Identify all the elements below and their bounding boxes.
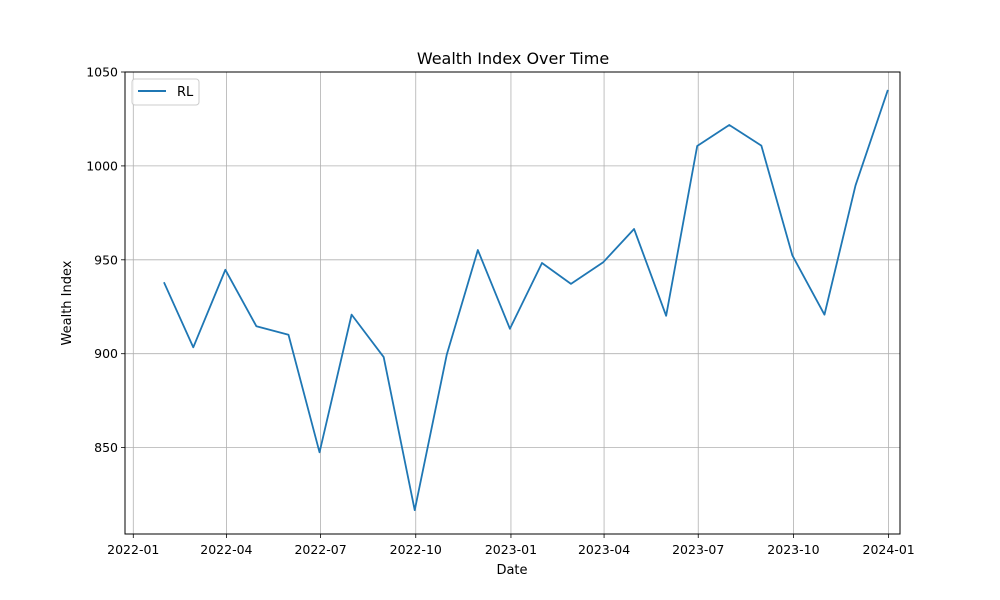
x-tick-label: 2022-01 xyxy=(107,542,159,557)
legend: RL xyxy=(131,78,200,106)
y-tick-label: 850 xyxy=(94,440,118,455)
plot-frame xyxy=(124,71,901,535)
x-tick-label: 2023-10 xyxy=(767,542,819,557)
x-tick-label: 2023-01 xyxy=(485,542,537,557)
legend-label: RL xyxy=(177,85,194,100)
series-line-rl xyxy=(163,89,889,512)
x-tick-label: 2022-04 xyxy=(200,542,252,557)
x-tick-label: 2022-10 xyxy=(390,542,442,557)
y-tick-label: 1000 xyxy=(86,158,118,173)
x-tick-label: 2023-04 xyxy=(578,542,630,557)
y-tick-label: 950 xyxy=(94,252,118,267)
x-tick-label: 2024-01 xyxy=(863,542,915,557)
x-axis-label: Date xyxy=(496,563,527,578)
x-tick-label: 2022-07 xyxy=(294,542,346,557)
x-tick-label: 2023-07 xyxy=(672,542,724,557)
ticks-layer: 2022-01 2022-04 2022-07 2022-10 2023-01 2023-… xyxy=(86,65,915,558)
y-tick-label: 1050 xyxy=(86,65,118,80)
series-layer xyxy=(163,89,889,512)
chart-title: Wealth Index Over Time xyxy=(417,49,609,68)
y-axis-label: Wealth Index xyxy=(60,260,75,345)
y-tick-label: 900 xyxy=(94,346,118,361)
